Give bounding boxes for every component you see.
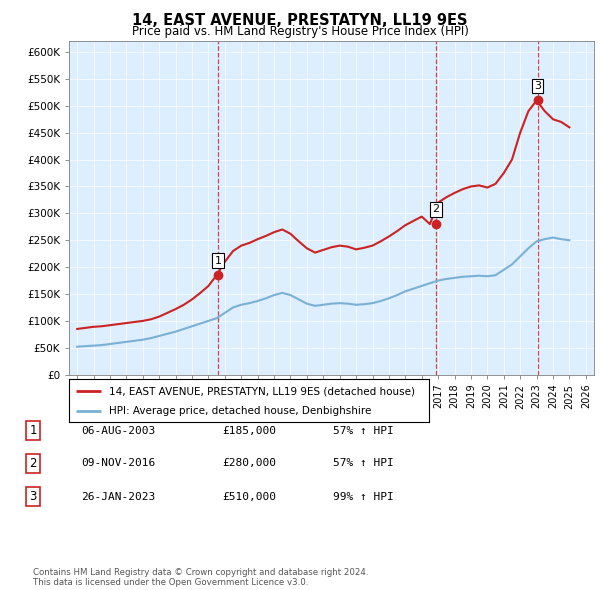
Text: 3: 3: [29, 490, 37, 503]
Text: £510,000: £510,000: [222, 492, 276, 502]
Text: 09-NOV-2016: 09-NOV-2016: [81, 458, 155, 468]
Text: 14, EAST AVENUE, PRESTATYN, LL19 9ES: 14, EAST AVENUE, PRESTATYN, LL19 9ES: [132, 13, 468, 28]
Text: Contains HM Land Registry data © Crown copyright and database right 2024.
This d: Contains HM Land Registry data © Crown c…: [33, 568, 368, 587]
Text: 3: 3: [534, 81, 541, 91]
Text: 06-AUG-2003: 06-AUG-2003: [81, 426, 155, 435]
Text: Price paid vs. HM Land Registry's House Price Index (HPI): Price paid vs. HM Land Registry's House …: [131, 25, 469, 38]
Text: 1: 1: [29, 424, 37, 437]
Text: 26-JAN-2023: 26-JAN-2023: [81, 492, 155, 502]
Text: 57% ↑ HPI: 57% ↑ HPI: [333, 458, 394, 468]
Text: HPI: Average price, detached house, Denbighshire: HPI: Average price, detached house, Denb…: [109, 407, 371, 416]
Text: 2: 2: [29, 457, 37, 470]
Text: £185,000: £185,000: [222, 426, 276, 435]
Text: 2: 2: [432, 204, 439, 214]
Text: £280,000: £280,000: [222, 458, 276, 468]
Text: 57% ↑ HPI: 57% ↑ HPI: [333, 426, 394, 435]
Text: 99% ↑ HPI: 99% ↑ HPI: [333, 492, 394, 502]
Text: 1: 1: [215, 255, 221, 266]
Text: 14, EAST AVENUE, PRESTATYN, LL19 9ES (detached house): 14, EAST AVENUE, PRESTATYN, LL19 9ES (de…: [109, 386, 415, 396]
